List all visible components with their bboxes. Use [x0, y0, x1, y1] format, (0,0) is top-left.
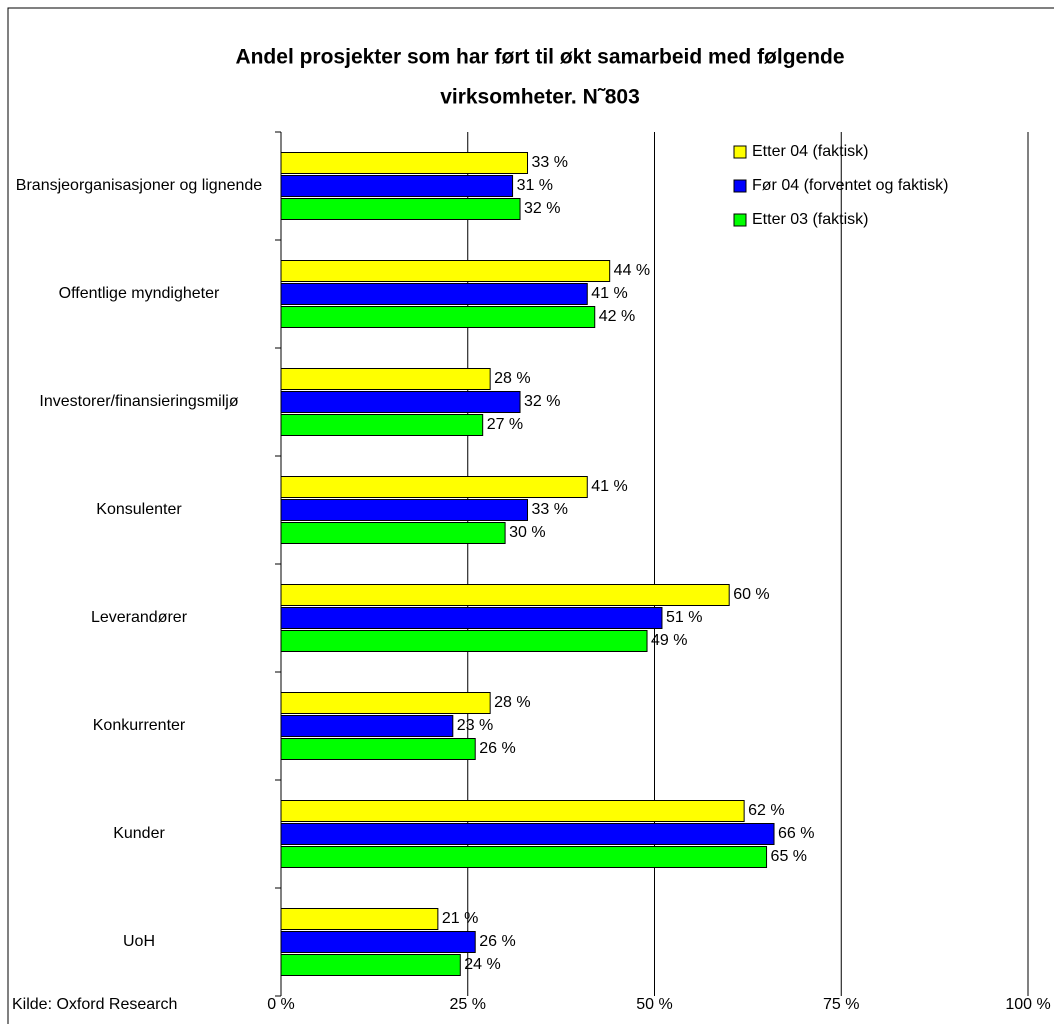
bar: [280, 175, 514, 197]
bar: [280, 306, 596, 328]
data-label: 65 %: [771, 848, 807, 865]
bar: [280, 738, 476, 760]
source-note: Kilde: Oxford Research: [12, 996, 177, 1013]
x-tick-label: 100 %: [1005, 996, 1050, 1013]
category-label: Leverandører: [90, 609, 188, 626]
bar: [280, 368, 491, 390]
data-label: 32 %: [524, 200, 560, 217]
bar: [280, 715, 454, 737]
bar: [280, 823, 775, 845]
data-label: 27 %: [487, 416, 523, 433]
data-label: 60 %: [733, 586, 769, 603]
x-tick-label: 0 %: [267, 996, 295, 1013]
bar: [280, 414, 484, 436]
data-label: 42 %: [599, 308, 635, 325]
category-label: Bransjeorganisasjoner og lignende: [15, 177, 263, 194]
data-label: 30 %: [509, 524, 545, 541]
data-label: 28 %: [494, 694, 530, 711]
legend-swatch: [733, 179, 747, 193]
legend-label: Etter 03 (faktisk): [752, 211, 868, 228]
data-label: 44 %: [614, 262, 650, 279]
category-label: Konsulenter: [96, 501, 182, 518]
bar: [280, 908, 439, 930]
data-label: 28 %: [494, 370, 530, 387]
bar: [280, 522, 506, 544]
bar: [280, 846, 768, 868]
bar: [280, 584, 730, 606]
bar: [280, 476, 588, 498]
data-label: 49 %: [651, 632, 687, 649]
data-label: 41 %: [591, 285, 627, 302]
bar: [280, 692, 491, 714]
bar: [280, 607, 663, 629]
data-label: 33 %: [532, 501, 568, 518]
chart-title: Andel prosjekter som har ført til økt sa…: [235, 46, 844, 69]
bar: [280, 800, 745, 822]
x-tick-label: 50 %: [636, 996, 672, 1013]
legend-swatch: [733, 213, 747, 227]
legend-label: Etter 04 (faktisk): [752, 143, 868, 160]
data-label: 66 %: [778, 825, 814, 842]
data-label: 32 %: [524, 393, 560, 410]
bar: [280, 152, 529, 174]
bar: [280, 391, 521, 413]
data-label: 26 %: [479, 740, 515, 757]
data-label: 23 %: [457, 717, 493, 734]
data-label: 51 %: [666, 609, 702, 626]
x-tick-label: 25 %: [450, 996, 486, 1013]
bar: [280, 499, 529, 521]
x-tick-label: 75 %: [823, 996, 859, 1013]
category-label: Kunder: [113, 825, 165, 842]
bar: [280, 954, 461, 976]
bar: [280, 630, 648, 652]
data-label: 21 %: [442, 910, 478, 927]
bar: [280, 283, 588, 305]
chart-frame: [7, 7, 1054, 1024]
category-label: Offentlige myndigheter: [58, 285, 220, 302]
data-label: 31 %: [517, 177, 553, 194]
bar: [280, 198, 521, 220]
category-label: Konkurrenter: [92, 717, 186, 734]
data-label: 24 %: [464, 956, 500, 973]
data-label: 33 %: [532, 154, 568, 171]
data-label: 26 %: [479, 933, 515, 950]
chart-title: virksomheter. N˜803: [440, 86, 640, 109]
category-label: Investorer/finansieringsmiljø: [39, 393, 239, 410]
legend-swatch: [733, 145, 747, 159]
category-label: UoH: [122, 933, 155, 950]
bar: [280, 931, 476, 953]
data-label: 62 %: [748, 802, 784, 819]
legend-label: Før 04 (forventet og faktisk): [752, 177, 949, 194]
data-label: 41 %: [591, 478, 627, 495]
bar: [280, 260, 611, 282]
